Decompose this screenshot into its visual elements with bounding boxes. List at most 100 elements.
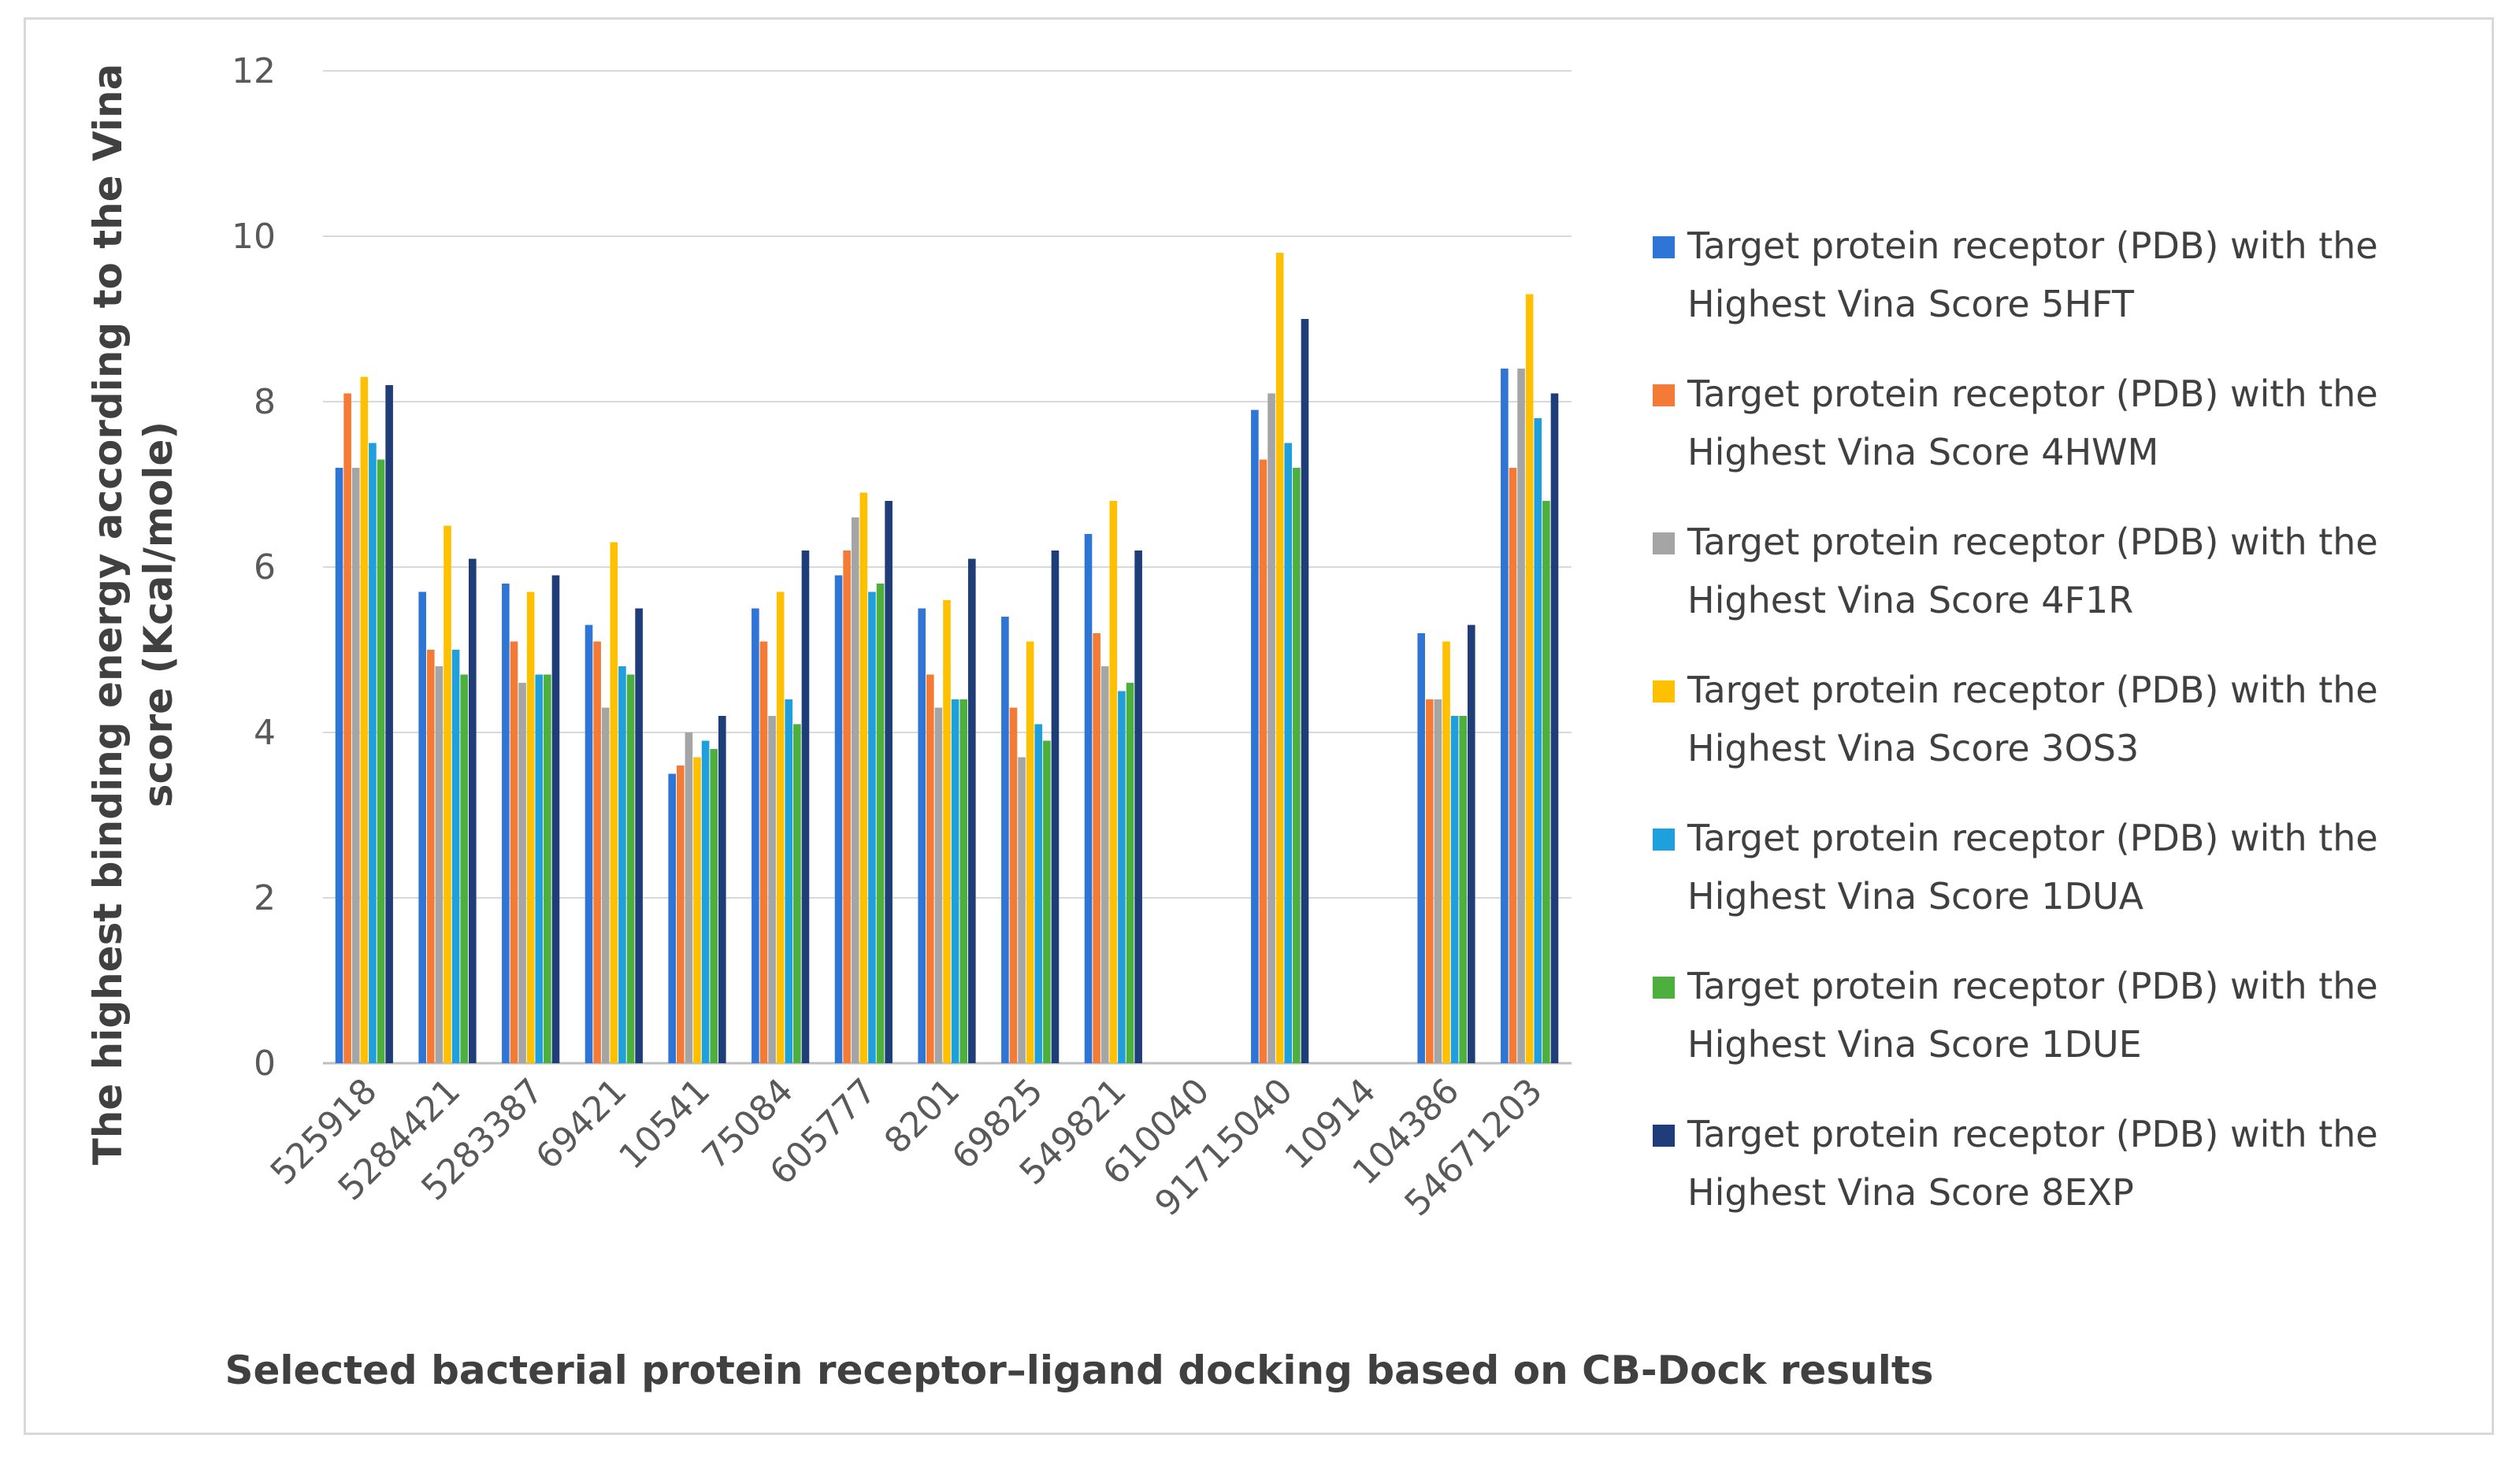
bar-549821-s1 [1084,534,1093,1063]
legend-swatch [1653,977,1675,999]
x-tick-label: 69421 [529,1071,635,1177]
legend-item: Target protein receptor (PDB) with the Hi… [1653,373,2378,473]
bar-54671203-s7 [1550,393,1559,1063]
legend-label-line2: Highest Vina Score 1DUE [1687,1023,2142,1066]
bar-75084-s3 [768,716,776,1063]
bar-8201-s2 [926,674,934,1063]
bar-5284421-s3 [435,666,444,1063]
legend-item: Target protein receptor (PDB) with the Hi… [1653,224,2378,325]
series-6 [377,459,1550,1063]
bar-91715040-s3 [1267,393,1275,1063]
legend: Target protein receptor (PDB) with the Hi… [1653,224,2378,1214]
bar-525918-s6 [377,459,385,1063]
bar-5283387-s4 [526,591,535,1063]
bar-69421-s7 [635,608,643,1063]
bar-8201-s6 [959,699,967,1063]
legend-swatch [1653,829,1675,851]
bar-104386-s2 [1426,699,1434,1063]
bar-5284421-s2 [427,650,435,1063]
legend-label-line1: Target protein receptor (PDB) with the [1687,373,2378,415]
y-tick-label: 4 [254,713,276,753]
bar-8201-s7 [968,558,976,1063]
bar-5283387-s6 [544,674,551,1063]
bar-605777-s3 [851,517,859,1063]
bar-5283387-s3 [518,683,526,1063]
bar-69825-s1 [1001,617,1009,1063]
legend-label-line2: Highest Vina Score 8EXP [1687,1171,2134,1214]
bar-91715040-s2 [1259,459,1267,1063]
bar-91715040-s4 [1275,253,1284,1063]
series-1 [335,369,1509,1063]
bar-549821-s3 [1100,666,1109,1063]
bar-69825-s7 [1051,551,1060,1063]
bar-10541-s2 [677,766,685,1063]
bar-54671203-s2 [1509,468,1517,1063]
legend-item: Target protein receptor (PDB) with the Hi… [1653,965,2378,1066]
bar-549821-s2 [1093,633,1100,1063]
bar-10541-s3 [685,732,693,1063]
bar-5284421-s7 [469,558,477,1063]
legend-label-line2: Highest Vina Score 4F1R [1687,579,2133,621]
bar-91715040-s7 [1301,319,1309,1063]
bar-69421-s2 [593,641,601,1063]
bar-605777-s6 [876,584,885,1063]
legend-swatch [1653,680,1675,703]
bar-525918-s7 [385,385,393,1063]
axis-titles: Selected bacterial protein receptor–liga… [85,64,1934,1393]
bar-75084-s5 [785,699,793,1063]
bar-605777-s5 [868,591,876,1063]
bar-104386-s6 [1459,716,1467,1063]
bar-104386-s3 [1434,699,1442,1063]
x-tick-label: 10541 [611,1071,718,1177]
legend-swatch [1653,236,1675,258]
series-4 [360,253,1534,1063]
bar-10541-s1 [668,773,676,1063]
y-axis-title: The highest binding energy according to … [85,64,181,1166]
legend-item: Target protein receptor (PDB) with the Hi… [1653,817,2378,918]
bar-104386-s4 [1442,641,1450,1063]
legend-item: Target protein receptor (PDB) with the Hi… [1653,669,2378,769]
bar-69825-s4 [1026,641,1034,1063]
y-tick-label: 6 [254,547,276,588]
bar-525918-s3 [351,468,360,1063]
series-7 [385,319,1559,1063]
legend-label-line2: Highest Vina Score 4HWM [1687,431,2158,473]
bar-69421-s3 [601,707,610,1063]
bar-549821-s6 [1126,683,1134,1063]
legend-label-line1: Target protein receptor (PDB) with the [1687,965,2378,1007]
legend-item: Target protein receptor (PDB) with the Hi… [1653,1113,2378,1214]
series-2 [343,393,1517,1063]
bar-5283387-s2 [510,641,518,1063]
bar-75084-s2 [759,641,768,1063]
bar-75084-s7 [801,551,810,1063]
bar-5284421-s6 [460,674,468,1063]
legend-swatch [1653,1125,1675,1147]
bar-605777-s1 [834,575,843,1063]
bar-104386-s7 [1468,625,1475,1063]
y-axis-title-line: score (Kcal/mole) [135,421,181,807]
bar-54671203-s4 [1525,294,1534,1063]
bar-91715040-s6 [1293,468,1301,1063]
bar-10541-s4 [693,757,701,1063]
legend-label-line1: Target protein receptor (PDB) with the [1687,1113,2378,1155]
bar-54671203-s6 [1542,501,1550,1063]
bar-8201-s5 [951,699,959,1063]
bar-75084-s1 [752,608,759,1063]
legend-label-line1: Target protein receptor (PDB) with the [1687,817,2378,859]
bar-69421-s1 [585,625,593,1063]
bar-549821-s4 [1109,501,1118,1063]
bar-5284421-s1 [418,591,426,1063]
bar-69825-s2 [1009,707,1018,1063]
bar-8201-s3 [934,707,943,1063]
legend-label-line2: Highest Vina Score 5HFT [1687,283,2135,325]
legend-swatch [1653,384,1675,406]
legend-item: Target protein receptor (PDB) with the Hi… [1653,521,2378,621]
bar-525918-s5 [369,443,377,1063]
y-tick-label: 2 [254,878,276,918]
bar-525918-s1 [335,468,343,1063]
bar-605777-s7 [885,501,893,1063]
bar-104386-s5 [1450,716,1459,1063]
legend-label-line1: Target protein receptor (PDB) with the [1687,521,2378,563]
legend-label-line2: Highest Vina Score 3OS3 [1687,727,2139,769]
